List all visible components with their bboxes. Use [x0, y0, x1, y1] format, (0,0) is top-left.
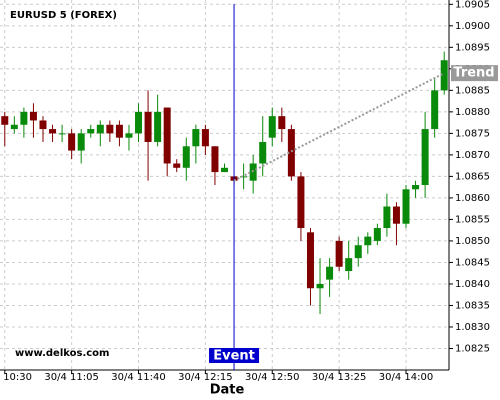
trend-label-box: [451, 65, 498, 82]
x-tick-label: 30/4 13:25: [312, 372, 366, 383]
event-label-box: [209, 348, 260, 363]
candle-body: [211, 146, 219, 173]
candle-body: [49, 129, 57, 134]
candle-body: [192, 129, 200, 147]
candle-body: [373, 228, 381, 241]
x-tick-label: 30/4 14:00: [379, 372, 433, 383]
candle-body: [106, 124, 114, 134]
y-tick-label: 1.0895: [455, 42, 490, 53]
watermark: www.delkos.com: [15, 348, 109, 359]
candle-body: [77, 133, 85, 151]
candle-body: [135, 111, 143, 134]
y-tick-label: 1.0905: [455, 0, 490, 10]
candle-body: [173, 163, 181, 168]
candle-body: [163, 107, 171, 164]
x-axis-label: Date: [210, 383, 245, 398]
candle-body: [240, 176, 248, 178]
y-tick-label: 1.0835: [455, 300, 490, 311]
candle-body: [20, 111, 28, 125]
candle-body: [68, 133, 76, 151]
trend-label: Trend: [453, 66, 494, 81]
y-tick-label: 1.0855: [455, 214, 490, 225]
candle-body: [96, 124, 104, 134]
candle-body: [392, 206, 400, 224]
y-tick-label: 1.0875: [455, 128, 490, 139]
y-tick-label: 1.0880: [455, 107, 490, 118]
candle-body: [383, 206, 391, 229]
candle-body: [364, 236, 372, 246]
candle-body: [259, 141, 267, 164]
candle-body: [268, 116, 276, 138]
x-tick-label: 30/4 12:50: [245, 372, 299, 383]
y-tick-label: 1.0850: [455, 236, 490, 247]
candle-body: [144, 111, 152, 142]
candle-body: [326, 266, 334, 280]
x-tick-label: 30/4 11:40: [111, 372, 165, 383]
candle-body: [440, 60, 448, 91]
candle-body: [412, 185, 420, 190]
y-tick-label: 1.0870: [455, 150, 490, 161]
candle-body: [29, 111, 37, 121]
x-tick-label: 30/4 11:05: [44, 372, 98, 383]
x-tick-label: 30/4 12:15: [178, 372, 232, 383]
candle-body: [297, 176, 305, 229]
trend-line: [233, 72, 445, 182]
candle-body: [278, 116, 286, 130]
y-tick-label: 1.0900: [455, 21, 490, 32]
event-label: Event: [213, 349, 255, 364]
candle-body: [421, 129, 429, 185]
candle-body: [39, 120, 47, 130]
y-tick-label: 1.0865: [455, 171, 490, 182]
candle-body: [335, 240, 343, 267]
candle-body: [58, 133, 66, 135]
y-tick-label: 1.0885: [455, 85, 490, 96]
candle-body: [431, 90, 439, 130]
candle-body: [87, 129, 95, 134]
candle-body: [201, 129, 209, 147]
candle-body: [125, 133, 133, 138]
candle-body: [1, 116, 9, 125]
candle-body: [306, 232, 314, 289]
y-tick-label: 1.0825: [455, 343, 490, 354]
y-tick-label: 1.0840: [455, 279, 490, 290]
candle-body: [316, 283, 324, 289]
candle-body: [115, 124, 123, 138]
x-tick-label: 30/4 10:30: [0, 372, 32, 383]
chart-title: EURUSD 5 (FOREX): [10, 10, 117, 21]
candle-body: [287, 129, 295, 177]
candle-body: [154, 111, 162, 142]
y-tick-label: 1.0845: [455, 257, 490, 268]
candle-body: [354, 245, 362, 259]
candle-body: [345, 258, 353, 272]
candle-body: [221, 167, 228, 173]
candle-body: [10, 124, 18, 130]
candle-body: [249, 163, 257, 181]
candle-body: [182, 146, 190, 168]
candle-body: [402, 189, 410, 224]
y-tick-label: 1.0860: [455, 193, 490, 204]
y-tick-label: 1.0830: [455, 322, 490, 333]
